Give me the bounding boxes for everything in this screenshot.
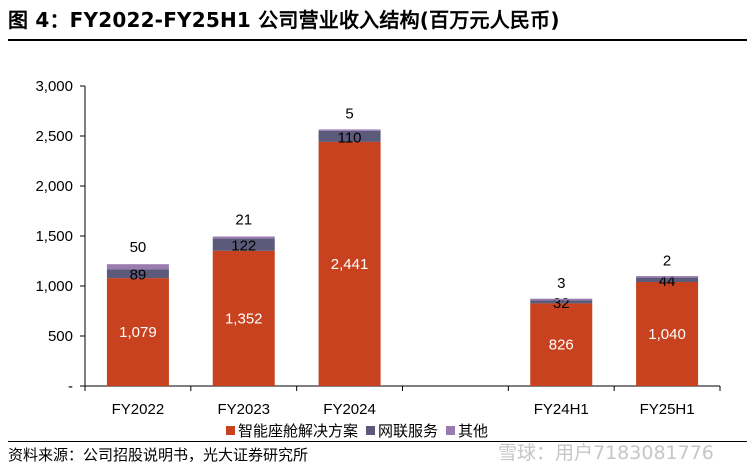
data-label: 2,441 — [331, 256, 369, 273]
bar-segment — [530, 303, 593, 386]
bar-segment — [318, 141, 381, 386]
legend-swatch — [366, 426, 376, 435]
bar-segment — [636, 282, 699, 386]
y-tick-label: 1,000 — [35, 278, 73, 295]
data-label: 826 — [549, 337, 574, 354]
data-label: 89 — [130, 267, 147, 284]
data-label: 122 — [231, 238, 256, 255]
bar-segment — [318, 129, 381, 131]
y-tick-label: 2,000 — [35, 178, 73, 195]
data-label: 5 — [345, 105, 353, 122]
x-tick-label: FY2023 — [217, 401, 270, 418]
legend-label: 其他 — [458, 422, 489, 440]
data-label: 1,352 — [225, 310, 263, 327]
legend-item: 网联服务 — [366, 420, 438, 441]
legend-swatch — [446, 426, 456, 435]
legend-label: 智能座舱解决方案 — [238, 422, 359, 440]
source-divider — [8, 441, 747, 442]
data-label: 3 — [557, 275, 565, 292]
chart-legend: 智能座舱解决方案 网联服务 其他 — [226, 420, 496, 441]
chart-title: 图 4：FY2022-FY25H1 公司营业收入结构(百万元人民币) — [8, 8, 560, 32]
bar-segment — [212, 236, 275, 239]
bar-segment — [318, 130, 381, 142]
legend-swatch — [226, 426, 235, 435]
y-tick-label: - — [68, 378, 73, 395]
title-divider — [8, 39, 747, 41]
x-tick-label: FY24H1 — [534, 401, 589, 418]
bar-segment — [106, 269, 169, 279]
bar-segment — [530, 300, 593, 304]
data-label: 44 — [659, 273, 676, 290]
bar-segment — [636, 277, 699, 282]
data-label: 50 — [130, 239, 147, 256]
bar-segment — [212, 238, 275, 251]
bar-segment — [106, 278, 169, 386]
legend-item: 智能座舱解决方案 — [226, 420, 358, 441]
y-tick-label: 1,500 — [35, 228, 73, 245]
bar-segment — [636, 276, 699, 278]
legend-label: 网联服务 — [378, 422, 439, 440]
data-label: 32 — [553, 295, 570, 312]
data-label: 21 — [235, 212, 252, 229]
source-note: 资料来源：公司招股说明书，光大证券研究所 — [8, 446, 309, 464]
data-label: 1,079 — [119, 324, 157, 341]
bar-segment — [106, 264, 169, 270]
watermark: 雪球：用户7183081776 — [498, 442, 714, 464]
bar-segment — [212, 250, 275, 386]
x-tick-label: FY2024 — [323, 401, 376, 418]
y-tick-label: 500 — [48, 328, 73, 345]
x-tick-label: FY25H1 — [640, 401, 695, 418]
legend-item: 其他 — [446, 420, 488, 441]
data-label: 1,040 — [648, 326, 686, 343]
data-label: 110 — [338, 129, 362, 146]
y-tick-label: 3,000 — [35, 78, 73, 95]
bar-segment — [530, 298, 593, 301]
data-label: 2 — [663, 252, 671, 269]
y-tick-label: 2,500 — [35, 128, 73, 145]
x-tick-label: FY2022 — [112, 401, 165, 418]
